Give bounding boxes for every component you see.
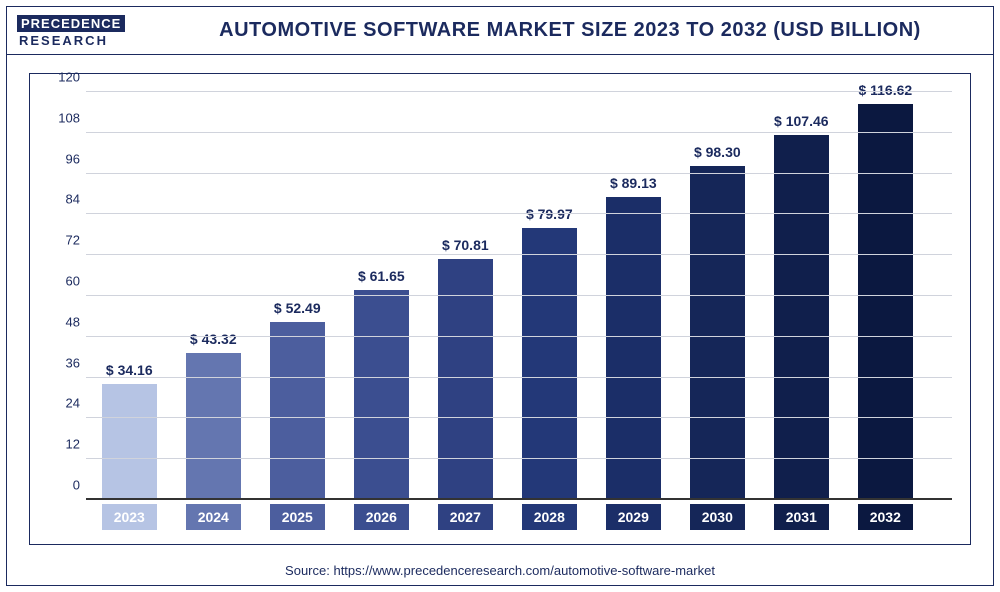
bar-slot: $ 61.65 xyxy=(354,92,409,500)
bar-value-label: $ 89.13 xyxy=(595,175,673,191)
bar xyxy=(858,104,913,501)
x-tick-label: 2024 xyxy=(186,504,241,530)
grid-line xyxy=(86,336,952,337)
y-tick-label: 0 xyxy=(46,478,80,493)
bar xyxy=(354,290,409,500)
bar-slot: $ 89.13 xyxy=(606,92,661,500)
bar xyxy=(690,166,745,500)
chart-area: $ 34.16 $ 43.32 $ 52.49 $ 61.65 $ 70.81 $ 79.… xyxy=(29,73,971,545)
grid-line xyxy=(86,254,952,255)
bar-slot: $ 52.49 xyxy=(270,92,325,500)
grid-line xyxy=(86,458,952,459)
y-tick-label: 120 xyxy=(46,70,80,85)
bars-container: $ 34.16 $ 43.32 $ 52.49 $ 61.65 $ 70.81 $ 79.… xyxy=(86,92,952,500)
grid-line xyxy=(86,295,952,296)
bar-value-label: $ 34.16 xyxy=(91,362,169,378)
header: PRECEDENCE RESEARCH AUTOMOTIVE SOFTWARE … xyxy=(7,7,993,55)
y-tick-label: 60 xyxy=(46,274,80,289)
x-tick-label: 2027 xyxy=(438,504,493,530)
x-axis-baseline xyxy=(86,498,952,500)
source-citation: Source: https://www.precedenceresearch.c… xyxy=(0,563,1000,578)
logo-top-text: PRECEDENCE xyxy=(17,15,125,32)
grid-line xyxy=(86,173,952,174)
x-tick-label: 2023 xyxy=(102,504,157,530)
y-tick-label: 84 xyxy=(46,192,80,207)
x-tick-label: 2030 xyxy=(690,504,745,530)
bar-slot: $ 116.62 xyxy=(858,92,913,500)
bar-value-label: $ 43.32 xyxy=(175,331,253,347)
brand-logo: PRECEDENCE RESEARCH xyxy=(7,11,147,51)
bar xyxy=(606,197,661,500)
y-tick-label: 72 xyxy=(46,233,80,248)
bar xyxy=(186,353,241,500)
bar-slot: $ 70.81 xyxy=(438,92,493,500)
grid-line xyxy=(86,132,952,133)
bar-value-label: $ 52.49 xyxy=(259,300,337,316)
y-tick-label: 12 xyxy=(46,437,80,452)
grid-line xyxy=(86,213,952,214)
bar-slot: $ 98.30 xyxy=(690,92,745,500)
bar-slot: $ 79.97 xyxy=(522,92,577,500)
bar-slot: $ 43.32 xyxy=(186,92,241,500)
x-tick-label: 2029 xyxy=(606,504,661,530)
y-tick-label: 96 xyxy=(46,151,80,166)
chart-frame: PRECEDENCE RESEARCH AUTOMOTIVE SOFTWARE … xyxy=(6,6,994,586)
grid-line xyxy=(86,417,952,418)
bar xyxy=(522,228,577,500)
bar-value-label: $ 116.62 xyxy=(847,82,925,98)
y-tick-label: 24 xyxy=(46,396,80,411)
chart-title: AUTOMOTIVE SOFTWARE MARKET SIZE 2023 TO … xyxy=(147,19,993,42)
bar xyxy=(102,384,157,500)
y-tick-label: 48 xyxy=(46,314,80,329)
x-tick-label: 2026 xyxy=(354,504,409,530)
y-tick-label: 36 xyxy=(46,355,80,370)
logo-bottom-text: RESEARCH xyxy=(17,32,108,47)
bar-value-label: $ 61.65 xyxy=(343,268,421,284)
plot-region: $ 34.16 $ 43.32 $ 52.49 $ 61.65 $ 70.81 $ 79.… xyxy=(86,92,952,500)
bar-slot: $ 107.46 xyxy=(774,92,829,500)
bar-value-label: $ 98.30 xyxy=(679,144,757,160)
grid-line xyxy=(86,91,952,92)
grid-line xyxy=(86,377,952,378)
bar-slot: $ 34.16 xyxy=(102,92,157,500)
bar xyxy=(774,135,829,500)
y-tick-label: 108 xyxy=(46,110,80,125)
x-tick-label: 2032 xyxy=(858,504,913,530)
bar xyxy=(270,322,325,500)
x-axis-labels: 2023 2024 2025 2026 2027 2028 2029 2030 2031 2032 xyxy=(86,504,952,532)
bar-value-label: $ 107.46 xyxy=(763,113,841,129)
x-tick-label: 2025 xyxy=(270,504,325,530)
x-tick-label: 2031 xyxy=(774,504,829,530)
bar-value-label: $ 70.81 xyxy=(427,237,505,253)
x-tick-label: 2028 xyxy=(522,504,577,530)
